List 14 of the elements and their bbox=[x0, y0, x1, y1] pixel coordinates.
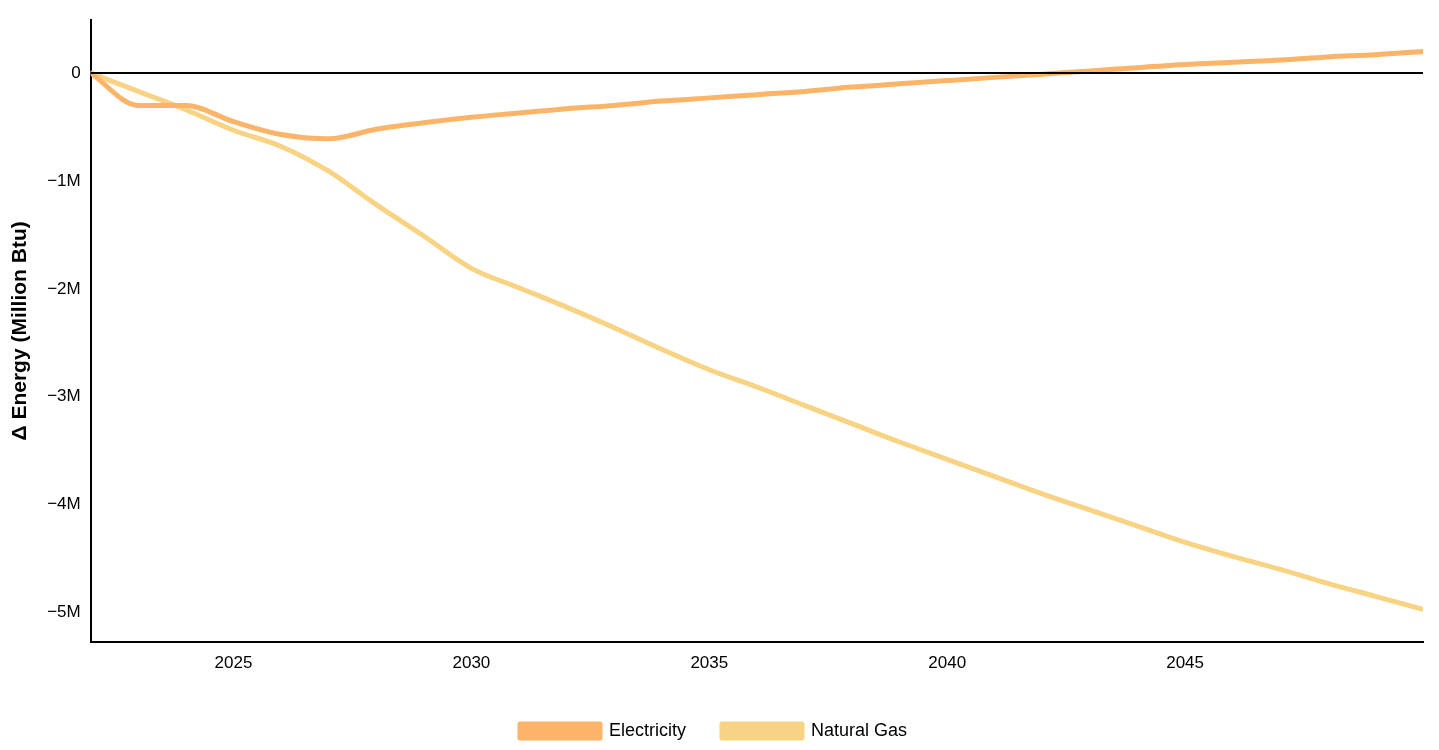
y-tick-label: 0 bbox=[71, 62, 81, 82]
y-axis-title: Δ Energy (Million Btu) bbox=[7, 221, 31, 441]
y-tick-label: −3M bbox=[47, 386, 81, 406]
legend-label: Natural Gas bbox=[810, 719, 908, 740]
x-tick-label: 2030 bbox=[452, 653, 491, 673]
x-tick-label: 2025 bbox=[214, 653, 253, 673]
x-tick-label: 2045 bbox=[1166, 653, 1205, 673]
y-tick-label: −2M bbox=[47, 278, 81, 298]
legend-label: Electricity bbox=[608, 719, 686, 740]
y-tick-label: −1M bbox=[47, 170, 81, 190]
y-tick-label: −4M bbox=[47, 494, 81, 514]
x-tick-label: 2035 bbox=[690, 653, 729, 673]
y-tick-label: −5M bbox=[47, 602, 81, 622]
x-tick-label: 2040 bbox=[928, 653, 967, 673]
